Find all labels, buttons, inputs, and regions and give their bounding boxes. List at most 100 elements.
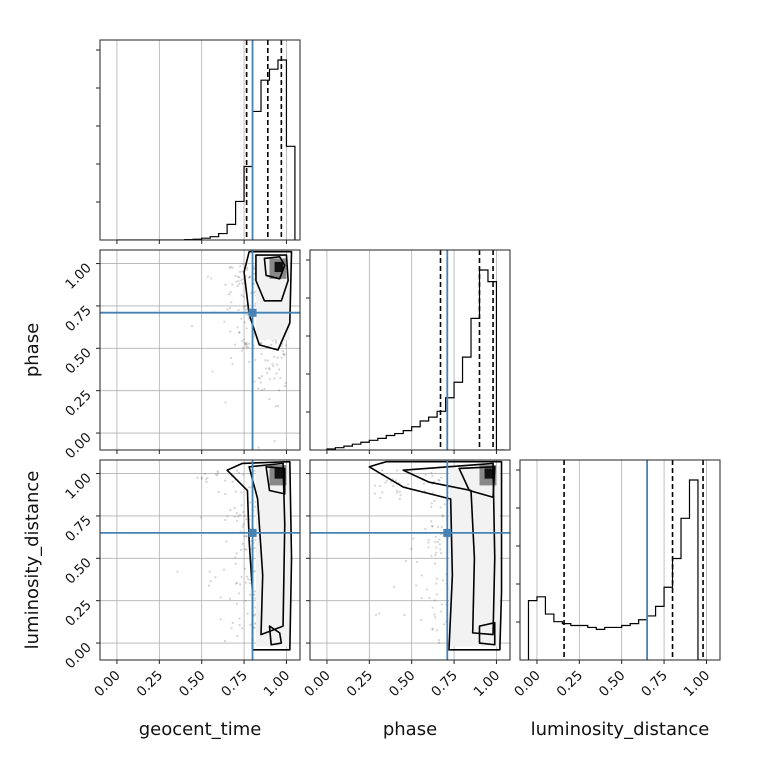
scatter-point-1-0-287 [259,381,262,384]
scatter-point-1-0-279 [237,331,241,334]
scatter-point-2-1-372 [438,479,441,482]
scatter-point-1-0-394 [242,307,245,310]
density-core-1-0 [274,261,284,273]
scatter-point-1-0-115 [242,338,246,341]
scatter-point-1-0-328 [274,341,278,344]
x-axis-label-geocent-time: geocent_time [139,719,262,740]
scatter-point-1-0-308 [277,389,281,392]
scatter-point-1-0-186 [238,331,241,334]
scatter-point-2-1-21 [420,574,423,577]
scatter-point-2-0-68 [243,514,246,518]
scatter-point-2-0-218 [243,567,247,570]
scatter-point-2-1-140 [396,469,399,472]
scatter-point-2-1-398 [435,577,439,580]
scatter-point-2-1-252 [441,514,444,517]
scatter-point-2-1-147 [431,491,434,494]
scatter-point-2-0-334 [204,478,208,481]
scatter-point-1-0-299 [259,341,262,345]
xtick-label-2-4: 1.00 [681,668,714,701]
scatter-point-1-0-62 [245,266,249,270]
scatter-point-2-1-376 [435,546,438,549]
ytick-label-2-1: 0.25 [62,597,95,630]
xtick-label-1-1: 0.25 [344,668,377,701]
scatter-point-2-0-306 [254,606,257,609]
scatter-geocent_time-vs-phase [190,255,290,449]
scatter-point-1-0-113 [234,274,237,277]
scatter-point-1-0-263 [243,341,246,344]
xtick-label-0-2: 0.50 [176,668,209,701]
xtick-label-0-0: 0.00 [91,668,124,701]
scatter-point-2-0-28 [253,546,256,550]
xtick-label-1-0: 0.00 [301,668,334,701]
scatter-point-2-1-388 [407,483,410,486]
scatter-point-2-1-64 [412,537,415,540]
xtick-label-0-3: 0.75 [218,668,251,701]
scatter-point-1-0-25 [275,372,278,375]
scatter-point-1-0-159 [226,308,229,311]
xtick-label-1-3: 0.75 [428,668,461,701]
scatter-point-1-0-295 [266,359,269,362]
scatter-point-2-1-348 [430,554,433,557]
scatter-point-1-0-253 [274,339,277,342]
x-axis-label-luminosity-distance: luminosity_distance [531,719,710,740]
scatter-point-1-0-255 [280,344,283,348]
scatter-point-1-0-285 [274,405,278,408]
scatter-point-1-0-414 [245,345,248,349]
scatter-point-1-0-417 [264,359,267,362]
density-core-2-1 [484,468,494,479]
scatter-point-1-0-221 [240,349,244,352]
scatter-point-1-0-237 [229,356,233,360]
scatter-point-2-0-101 [229,509,232,512]
scatter-point-2-1-49 [439,610,443,613]
scatter-point-1-0-339 [242,295,245,298]
scatter-point-1-0-332 [245,327,248,330]
scatter-point-1-0-42 [238,270,242,273]
scatter-point-1-0-310 [235,280,238,283]
scatter-point-1-0-89 [283,353,286,356]
ytick-label-2-2: 0.50 [62,555,95,588]
scatter-point-2-1-160 [434,540,437,544]
scatter-point-2-0-85 [246,612,249,615]
scatter-point-2-1-149 [396,491,399,494]
ytick-label-1-0: 0.00 [62,430,95,463]
scatter-point-2-1-81 [441,579,445,582]
scatter-point-2-1-301 [392,484,395,488]
scatter-point-2-1-123 [440,476,443,479]
scatter-point-2-1-183 [430,502,433,505]
scatter-point-2-1-13 [399,494,402,497]
panel-frame-1-0 [99,249,301,451]
ytick-label-2-3: 0.75 [62,512,95,545]
scatter-point-1-0-380 [279,376,282,380]
scatter-point-2-0-152 [224,492,227,495]
scatter-point-2-0-274 [247,578,250,581]
scatter-point-2-0-109 [244,599,247,602]
scatter-point-2-0-279 [238,583,242,586]
scatter-point-1-0-191 [248,276,251,279]
scatter-point-2-0-419 [216,474,219,477]
scatter-point-1-0-288 [241,270,244,273]
scatter-point-2-0-105 [248,486,251,489]
scatter-point-2-0-59 [208,584,211,587]
scatter-point-1-0-65 [282,352,285,355]
scatter-point-1-0-272 [248,275,252,278]
scatter-point-1-0-209 [236,284,239,287]
ytick-label-1-2: 0.50 [62,345,95,378]
scatter-point-1-0-36 [231,266,234,269]
scatter-point-1-0-20 [254,358,257,362]
scatter-point-2-0-229 [234,556,237,559]
scatter-point-2-1-58 [437,478,440,481]
scatter-point-2-0-373 [222,568,226,571]
scatter-point-2-1-367 [439,548,442,551]
scatter-point-1-0-244 [206,275,210,278]
scatter-point-2-0-269 [249,501,252,504]
scatter-point-1-0-249 [240,279,243,282]
scatter-point-2-1-282 [425,588,428,591]
scatter-point-2-1-315 [431,524,434,528]
scatter-point-2-0-170 [233,515,236,518]
scatter-point-2-0-338 [223,479,227,482]
scatter-point-2-1-238 [433,613,436,616]
scatter-point-1-0-204 [236,326,239,329]
scatter-point-2-0-10 [244,581,247,584]
scatter-point-2-0-21 [216,471,220,474]
